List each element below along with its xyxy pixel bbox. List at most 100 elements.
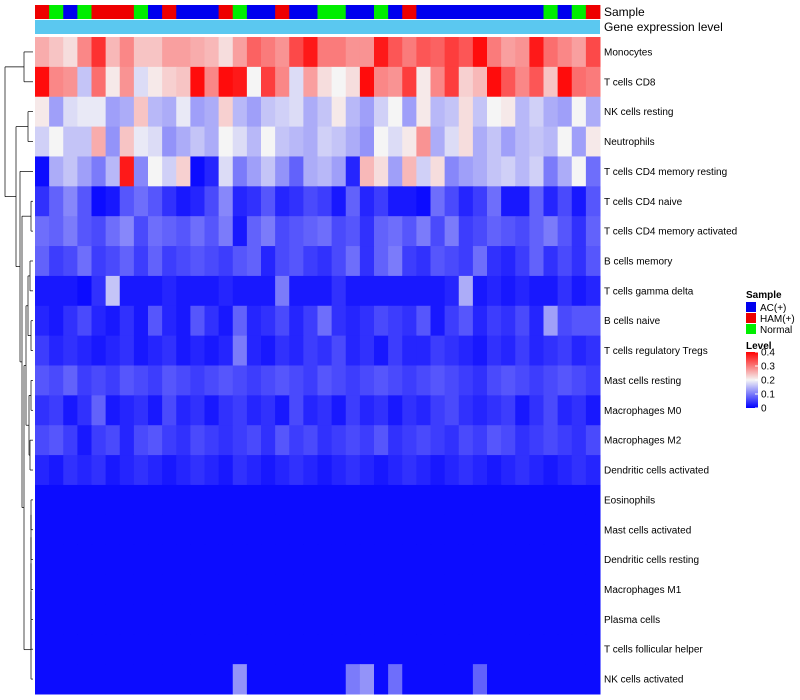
heatmap-cell <box>543 37 559 68</box>
heatmap-cell <box>162 305 177 337</box>
heatmap-cell <box>458 246 474 277</box>
heatmap-cell <box>374 664 389 695</box>
heatmap-cell <box>91 634 107 665</box>
heatmap-cell <box>63 484 78 516</box>
heatmap-cell <box>190 186 206 217</box>
heatmap-cell <box>261 126 276 157</box>
heatmap-cell <box>190 395 206 426</box>
heatmap-cell <box>529 66 545 98</box>
heatmap-cell <box>359 484 375 516</box>
row-label: NK cells activated <box>604 675 683 686</box>
heatmap-cell <box>119 484 135 516</box>
heatmap-cell <box>472 275 488 307</box>
heatmap-cell <box>246 365 262 396</box>
heatmap-cell <box>148 126 163 157</box>
heatmap-cell <box>345 455 361 486</box>
heatmap-cell <box>345 66 361 98</box>
heatmap-cell <box>359 66 375 98</box>
heatmap-cell <box>487 365 502 396</box>
heatmap-cell <box>487 514 502 546</box>
heatmap-cell <box>529 484 545 516</box>
heatmap-cell <box>232 246 248 277</box>
legend-sample-title: Sample <box>746 290 782 301</box>
heatmap-cell <box>289 216 304 247</box>
legend-swatch <box>746 302 756 312</box>
heatmap-cell <box>472 395 488 426</box>
sample-group-cell <box>585 5 601 19</box>
heatmap-cell <box>35 37 50 68</box>
heatmap-cell <box>345 186 361 217</box>
heatmap-cell <box>444 425 460 456</box>
heatmap-cell <box>148 484 163 516</box>
heatmap-cell <box>133 335 149 366</box>
heatmap-cell <box>261 275 276 307</box>
heatmap-cell <box>133 216 149 247</box>
heatmap-cell <box>105 395 121 426</box>
heatmap-cell <box>289 335 304 366</box>
heatmap-cell <box>246 37 262 68</box>
heatmap-cell <box>571 126 587 157</box>
heatmap-cell <box>557 395 573 426</box>
row-label: T cells CD4 memory resting <box>604 167 727 178</box>
heatmap-cell <box>289 574 304 605</box>
heatmap-cell <box>49 395 64 426</box>
heatmap-cell <box>557 186 573 217</box>
heatmap-cell <box>317 275 333 307</box>
heatmap-cell <box>275 514 290 546</box>
heatmap-cell <box>501 365 516 396</box>
heatmap-cell <box>571 664 587 695</box>
heatmap-cell <box>317 216 333 247</box>
heatmap-cell <box>472 365 488 396</box>
row-label: Macrophages M0 <box>604 406 682 417</box>
heatmap-cell <box>501 395 516 426</box>
heatmap-cell <box>430 395 446 426</box>
heatmap-cell <box>49 365 64 396</box>
heatmap-cell <box>487 455 502 486</box>
row-label: Eosinophils <box>604 495 655 506</box>
heatmap-cell <box>317 335 333 366</box>
heatmap-cell <box>133 66 149 98</box>
heatmap-cell <box>501 484 516 516</box>
heatmap-cell <box>133 365 149 396</box>
heatmap-cell <box>501 66 516 98</box>
sample-group-cell <box>105 5 121 19</box>
heatmap-cell <box>246 126 262 157</box>
heatmap-cell <box>49 544 64 576</box>
heatmap-cell <box>444 574 460 605</box>
heatmap-cell <box>388 604 403 635</box>
heatmap-cell <box>345 634 361 665</box>
heatmap-cell <box>472 216 488 247</box>
heatmap-cell <box>416 574 432 605</box>
heatmap-cell <box>458 37 474 68</box>
heatmap-cell <box>190 96 206 128</box>
heatmap-cell <box>77 574 93 605</box>
heatmap-cell <box>430 484 446 516</box>
heatmap-cell <box>317 514 333 546</box>
heatmap-cell <box>289 66 304 98</box>
heatmap-cell <box>275 156 290 187</box>
heatmap-cell <box>91 365 107 396</box>
heatmap-cell <box>501 455 516 486</box>
heatmap-cell <box>63 246 78 277</box>
sample-group-cell <box>444 5 460 19</box>
heatmap-cell <box>246 186 262 217</box>
heatmap-cell <box>345 335 361 366</box>
heatmap-cell <box>162 634 177 665</box>
heatmap-cell <box>359 395 375 426</box>
heatmap-cell <box>402 514 417 546</box>
heatmap-cell <box>571 186 587 217</box>
heatmap-cell <box>557 574 573 605</box>
heatmap-cell <box>105 365 121 396</box>
heatmap-cell <box>303 305 319 337</box>
heatmap-cell <box>232 634 248 665</box>
heatmap-cell <box>317 156 333 187</box>
heatmap-cell <box>571 305 587 337</box>
heatmap-cell <box>148 514 163 546</box>
sample-group-cell <box>317 5 333 19</box>
heatmap-cell <box>374 66 389 98</box>
heatmap-cell <box>388 275 403 307</box>
heatmap-cell <box>416 246 432 277</box>
heatmap-cell <box>289 365 304 396</box>
heatmap-cell <box>317 664 333 695</box>
heatmap-cell <box>162 425 177 456</box>
